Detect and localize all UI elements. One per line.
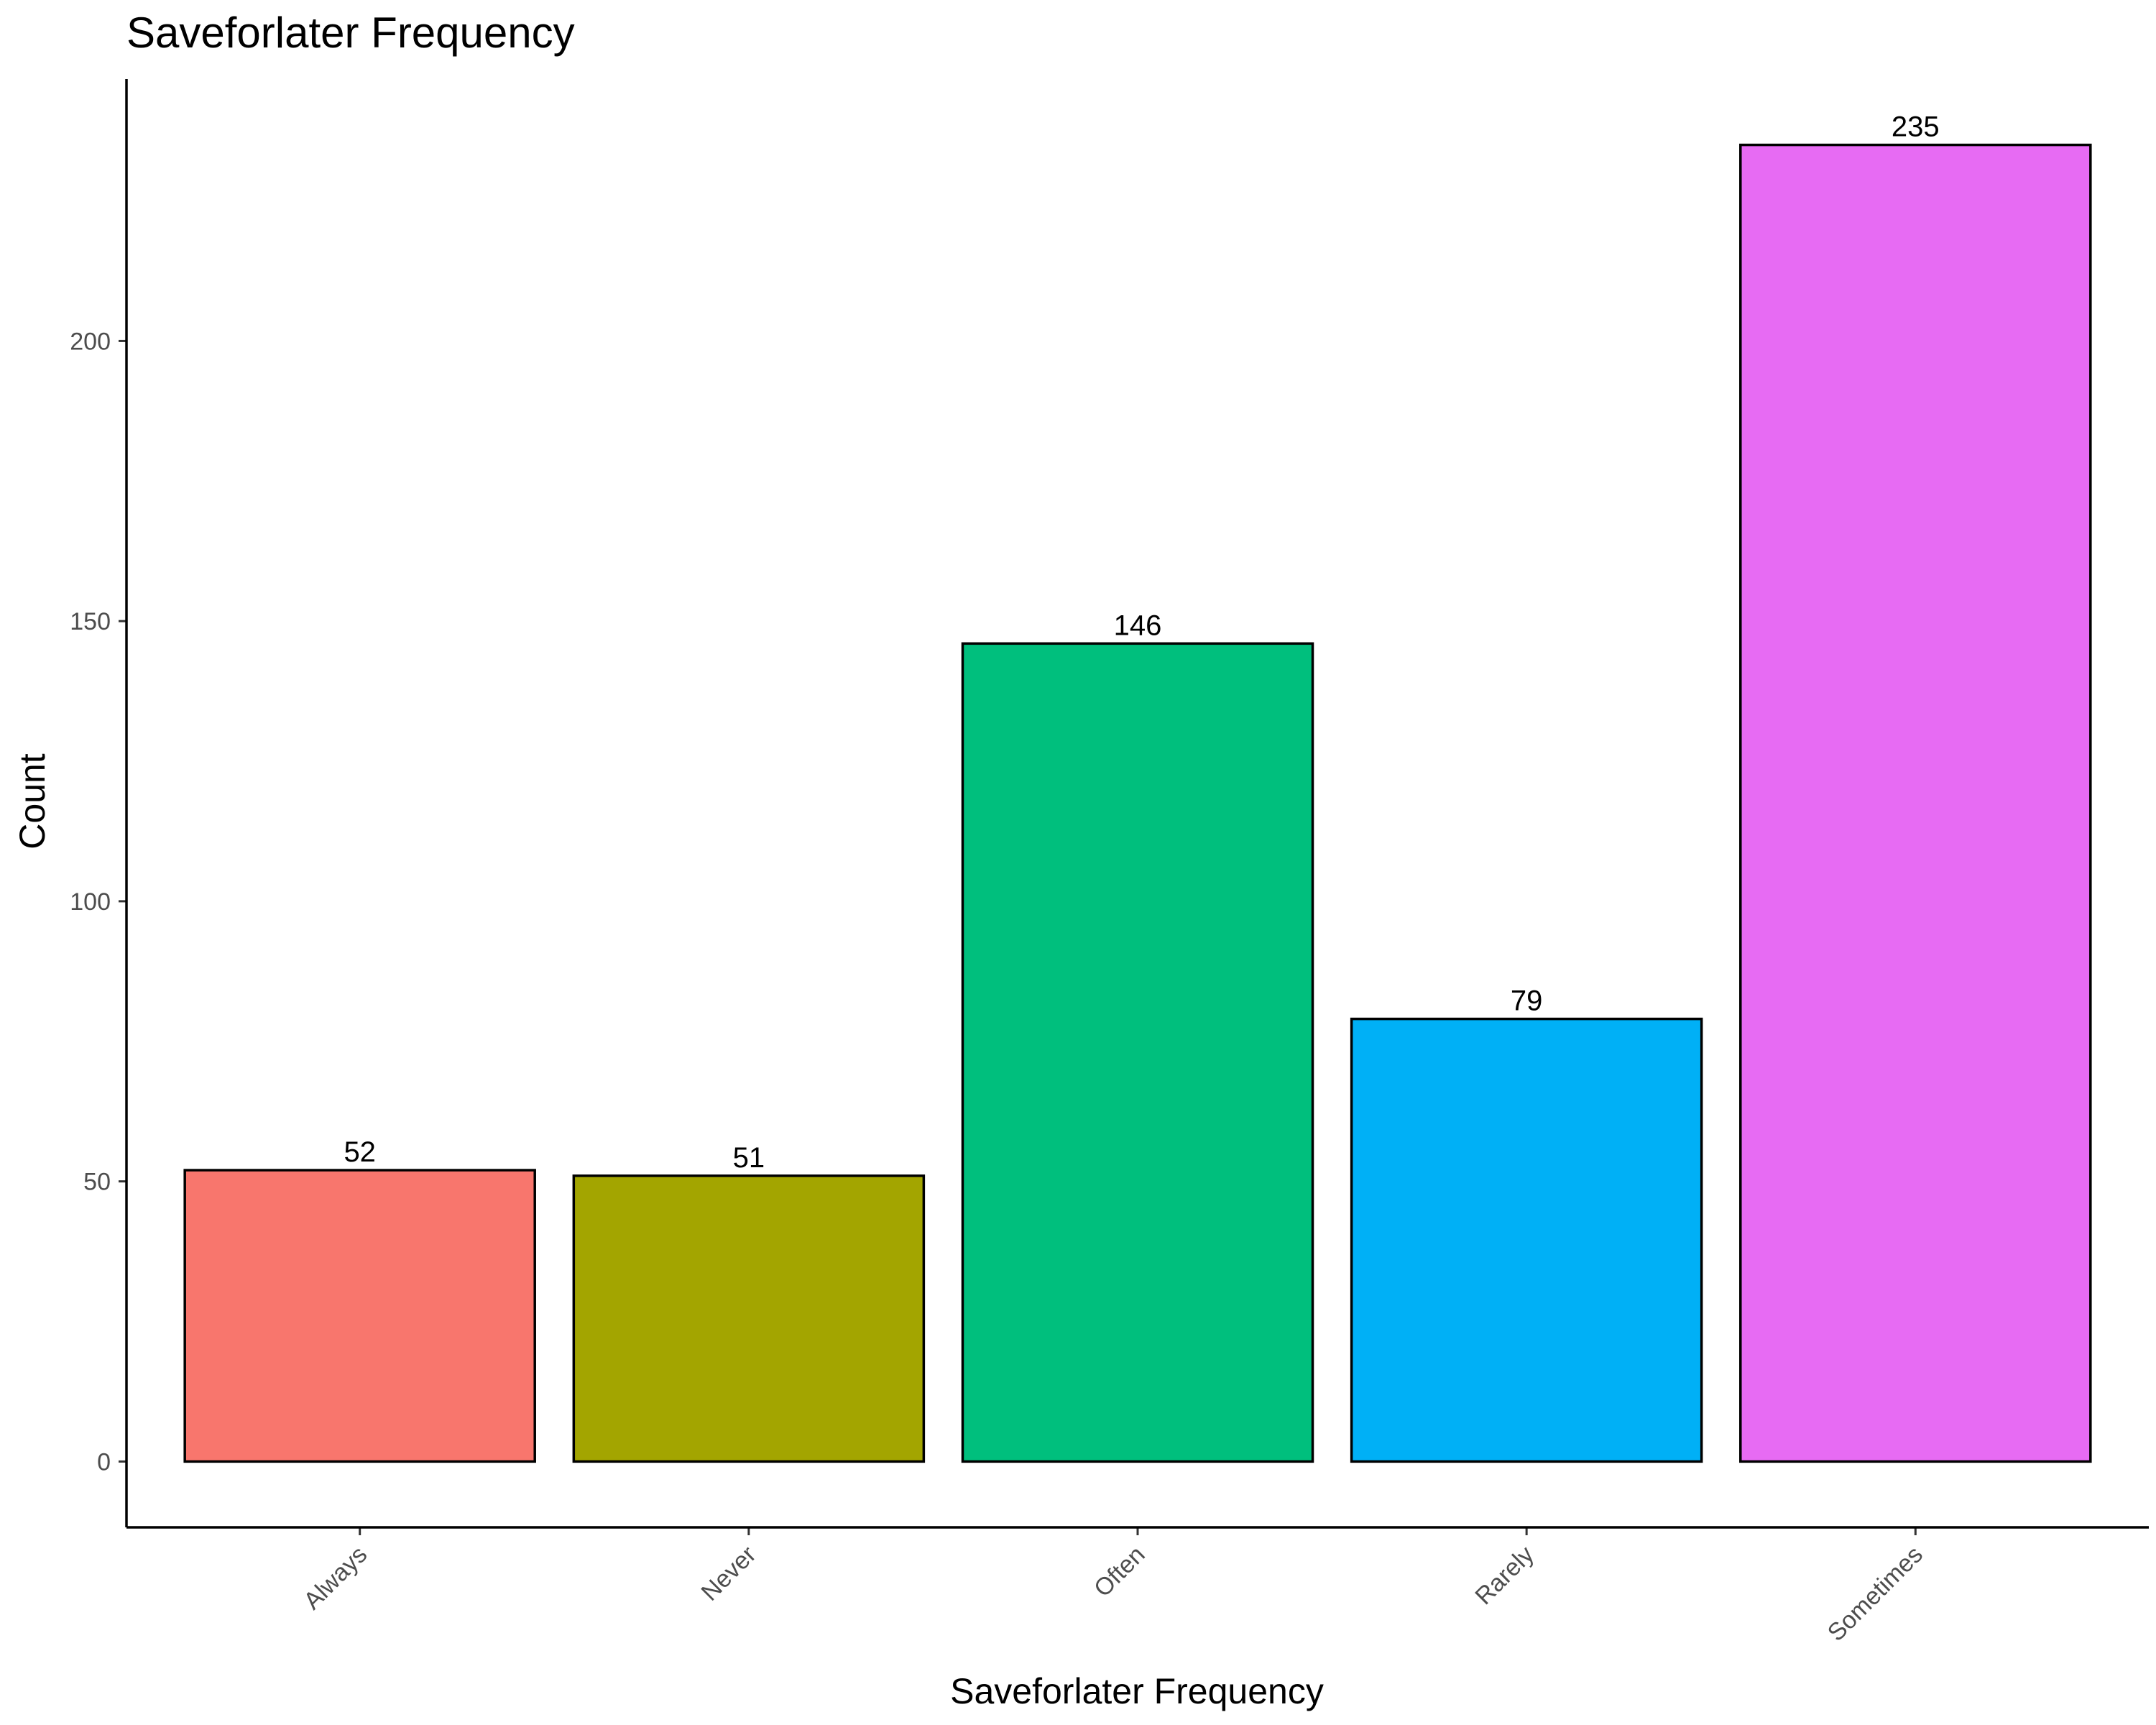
x-tick-label-always: Always bbox=[298, 1541, 372, 1615]
x-tick-label-rarely: Rarely bbox=[1470, 1541, 1539, 1610]
x-tick-label-sometimes: Sometimes bbox=[1823, 1541, 1928, 1647]
bar-rarely bbox=[1350, 1017, 1703, 1463]
y-axis-ticks: 0 50 100 150 200 bbox=[70, 328, 126, 1476]
data-label-never: 51 bbox=[733, 1142, 765, 1174]
y-tick-label: 150 bbox=[70, 608, 111, 635]
bar-often bbox=[961, 642, 1314, 1463]
y-tick-label: 200 bbox=[70, 328, 111, 355]
y-axis-title: Count bbox=[12, 753, 52, 850]
data-label-often: 146 bbox=[1114, 610, 1162, 641]
x-axis-title: Saveforlater Frequency bbox=[950, 1671, 1324, 1711]
data-label-sometimes: 235 bbox=[1892, 111, 1940, 143]
x-axis-ticks: Always Never Often Rarely Sometimes bbox=[298, 1527, 1928, 1647]
y-tick-label: 100 bbox=[70, 888, 111, 916]
bar-sometimes bbox=[1739, 143, 2092, 1463]
data-label-rarely: 79 bbox=[1511, 985, 1543, 1017]
chart-title: Saveforlater Frequency bbox=[126, 9, 575, 57]
x-tick-label-often: Often bbox=[1089, 1541, 1151, 1603]
x-tick-label-never: Never bbox=[696, 1541, 761, 1606]
bars: 52 51 146 79 235 bbox=[183, 111, 2092, 1463]
y-tick-label: 50 bbox=[83, 1169, 111, 1196]
y-tick-label: 0 bbox=[97, 1448, 111, 1476]
bar-never bbox=[572, 1174, 926, 1463]
data-label-always: 52 bbox=[344, 1136, 376, 1168]
bar-always bbox=[183, 1169, 536, 1463]
